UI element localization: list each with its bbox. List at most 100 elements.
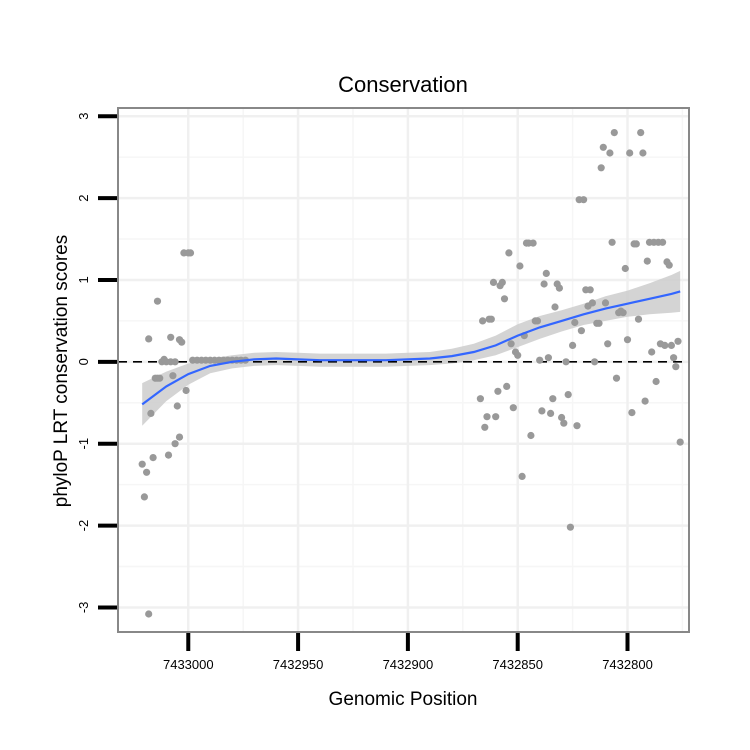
data-point bbox=[659, 238, 667, 246]
x-axis-label: Genomic Position bbox=[329, 689, 478, 710]
data-point bbox=[573, 422, 581, 430]
data-point bbox=[623, 336, 632, 344]
data-point bbox=[518, 472, 526, 480]
data-point bbox=[494, 387, 502, 395]
data-point bbox=[143, 468, 151, 476]
data-point bbox=[186, 249, 195, 257]
data-point bbox=[147, 409, 155, 417]
data-point bbox=[173, 402, 181, 410]
data-point bbox=[674, 337, 682, 345]
data-point bbox=[648, 348, 656, 356]
data-point bbox=[505, 249, 513, 257]
data-point bbox=[619, 309, 627, 317]
data-point bbox=[628, 409, 636, 417]
data-point bbox=[481, 423, 489, 431]
data-point bbox=[676, 438, 684, 446]
data-point bbox=[169, 372, 177, 380]
data-point bbox=[500, 295, 509, 303]
data-point bbox=[483, 413, 491, 421]
data-point bbox=[536, 356, 544, 364]
data-point bbox=[601, 299, 610, 307]
data-point bbox=[558, 413, 566, 422]
data-point bbox=[547, 409, 555, 417]
data-point bbox=[560, 419, 568, 427]
data-point bbox=[580, 196, 588, 204]
y-tick-label: 1 bbox=[76, 276, 91, 283]
data-point bbox=[542, 269, 550, 277]
data-point bbox=[171, 358, 179, 366]
data-point bbox=[167, 333, 175, 341]
data-point bbox=[507, 340, 515, 348]
data-point bbox=[661, 341, 669, 349]
y-tick-label: -3 bbox=[76, 602, 91, 614]
data-point bbox=[612, 374, 621, 382]
data-point bbox=[171, 440, 179, 448]
x-axis: 7433000 7432950 7432900 7432850 7432800 bbox=[163, 633, 653, 672]
x-tick-label: 7432950 bbox=[273, 657, 324, 672]
y-tick-label: 3 bbox=[76, 113, 91, 120]
data-points bbox=[138, 129, 684, 618]
data-point bbox=[153, 297, 162, 305]
data-point bbox=[571, 318, 579, 327]
data-point bbox=[562, 358, 570, 366]
data-point bbox=[564, 391, 572, 399]
data-point bbox=[509, 404, 517, 412]
data-point bbox=[540, 280, 548, 288]
y-axis-label: phyloP LRT conservation scores bbox=[51, 235, 72, 508]
data-point bbox=[641, 397, 649, 405]
data-point bbox=[182, 386, 190, 395]
data-point bbox=[606, 149, 614, 157]
data-point bbox=[487, 315, 495, 323]
data-point bbox=[156, 374, 164, 382]
data-point bbox=[178, 338, 186, 346]
x-tick-label: 7433000 bbox=[163, 657, 214, 672]
y-tick-label: 2 bbox=[76, 194, 91, 201]
data-point bbox=[140, 493, 148, 501]
data-point bbox=[516, 262, 524, 270]
data-point bbox=[175, 433, 184, 441]
data-point bbox=[626, 149, 634, 157]
data-point bbox=[639, 149, 647, 157]
data-point bbox=[608, 238, 616, 246]
data-point bbox=[588, 299, 597, 307]
data-point bbox=[492, 413, 500, 421]
data-point bbox=[643, 257, 651, 265]
data-point bbox=[637, 129, 645, 137]
data-point bbox=[667, 341, 676, 349]
data-point bbox=[514, 351, 522, 359]
data-point bbox=[621, 264, 629, 273]
y-tick-label: -1 bbox=[76, 438, 91, 450]
data-point bbox=[538, 407, 546, 415]
data-point bbox=[138, 460, 146, 468]
data-point bbox=[604, 340, 612, 348]
data-point bbox=[652, 377, 660, 386]
data-point bbox=[503, 382, 511, 390]
data-point bbox=[145, 610, 153, 618]
data-point bbox=[591, 358, 599, 366]
data-point bbox=[479, 317, 487, 325]
data-point bbox=[145, 335, 153, 343]
data-point bbox=[569, 341, 577, 349]
data-point bbox=[599, 143, 607, 151]
data-point bbox=[670, 354, 678, 362]
data-point bbox=[498, 278, 506, 286]
loess-fit-line bbox=[141, 290, 681, 406]
data-point bbox=[489, 278, 498, 286]
data-point bbox=[527, 431, 535, 440]
data-point bbox=[634, 315, 643, 323]
data-point bbox=[672, 363, 680, 371]
x-tick-label: 7432900 bbox=[383, 657, 434, 672]
data-point bbox=[149, 454, 157, 462]
data-point bbox=[549, 395, 557, 403]
y-axis: -3 -2 -1 0 1 2 3 bbox=[76, 113, 117, 614]
y-tick-label: -2 bbox=[76, 520, 91, 532]
data-point bbox=[551, 303, 559, 311]
data-point bbox=[164, 451, 173, 459]
plot-panel bbox=[117, 107, 690, 633]
data-point bbox=[566, 523, 575, 531]
data-point bbox=[597, 164, 605, 172]
data-point bbox=[665, 261, 673, 269]
data-point bbox=[529, 239, 537, 247]
y-tick-label: 0 bbox=[76, 358, 91, 365]
